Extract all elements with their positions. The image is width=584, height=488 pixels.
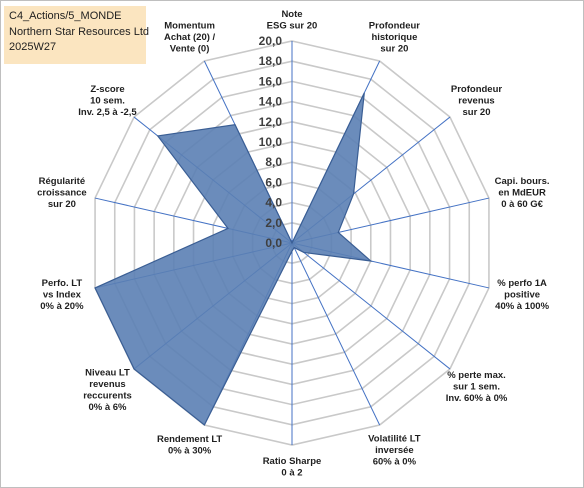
axis-label-line: Ratio Sharpe — [263, 456, 322, 467]
radial-tick-labels: 0,0 2,0 4,0 6,0 8,0 10,0 12,0 14,0 16,0 18,0 20,0 — [259, 34, 283, 250]
spoke-line — [291, 242, 451, 370]
axis-label-line: revenus — [458, 96, 494, 107]
axis-label-line: Inv. 60% à 0% — [446, 393, 508, 404]
axis-label-line: Profondeur — [451, 84, 502, 95]
info-line-3: 2025W27 — [9, 41, 57, 53]
tick-label: 10,0 — [259, 135, 283, 149]
axis-label-line: Profondeur — [369, 20, 420, 31]
axis-label-line: sur 20 — [463, 107, 491, 118]
axis-label: Niveau LT revenus reccurents 0% à 6% — [83, 368, 132, 414]
tick-label: 4,0 — [265, 196, 282, 210]
axis-label-line: Capi. bours. — [495, 176, 550, 187]
axis-label-line: 0 à 60 G€ — [501, 199, 543, 210]
axis-label-line: 0% à 30% — [168, 446, 212, 457]
axis-label: Note ESG sur 20 — [267, 9, 318, 32]
tick-label: 16,0 — [259, 74, 283, 88]
axis-label-line: Vente (0) — [170, 43, 210, 54]
axis-label-line: Momentum — [164, 20, 215, 31]
axis-label-line: en MdEUR — [498, 187, 546, 198]
info-line-1: C4_Actions/5_MONDE — [9, 10, 122, 22]
axis-label-line: revenus — [89, 379, 125, 390]
axis-label-line: Z-score — [90, 84, 124, 95]
info-box: C4_Actions/5_MONDE Northern Star Resourc… — [4, 6, 150, 64]
tick-label: 18,0 — [259, 54, 283, 68]
axis-label-line: reccurents — [83, 391, 132, 402]
spoke-line — [291, 242, 381, 426]
axis-label: Ratio Sharpe 0 à 2 — [263, 456, 322, 479]
axis-label: % perfo 1A positive 40% à 100% — [495, 278, 549, 312]
axis-label: Z-score 10 sem. Inv. 2,5 à -2,5 — [78, 84, 137, 118]
axis-label-line: 40% à 100% — [495, 301, 549, 312]
axis-label-line: historique — [371, 32, 417, 43]
axis-label: Rendement LT 0% à 30% — [157, 434, 222, 457]
axis-label-line: Volatilité LT — [368, 434, 421, 445]
axis-label: Profondeur historique sur 20 — [369, 20, 420, 54]
category-labels: Note ESG sur 20 Profondeur historique sur 20… — [37, 9, 550, 479]
axis-label-line: Inv. 2,5 à -2,5 — [78, 107, 137, 118]
axis-label-line: Régularité — [39, 176, 85, 187]
axis-label-line: 0% à 6% — [88, 402, 127, 413]
axis-label-line: 10 sem. — [90, 96, 125, 107]
axis-label: Capi. bours. en MdEUR 0 à 60 G€ — [495, 176, 550, 210]
axis-label-line: Perfo. LT — [42, 278, 83, 289]
tick-label: 2,0 — [265, 216, 282, 230]
info-line-2: Northern Star Resources Ltd — [9, 25, 150, 38]
axis-label-line: ESG sur 20 — [267, 21, 318, 32]
axis-label: Volatilité LT inversée 60% à 0% — [368, 434, 421, 468]
axis-label-line: inversée — [375, 445, 414, 456]
axis-label-line: Rendement LT — [157, 434, 222, 445]
tick-label: 12,0 — [259, 115, 283, 129]
axis-label-line: % perte max. — [447, 370, 506, 381]
axis-label: % perte max. sur 1 sem. Inv. 60% à 0% — [446, 370, 508, 404]
axis-label-line: 60% à 0% — [373, 457, 417, 468]
axis-label: Profondeur revenus sur 20 — [451, 84, 502, 118]
axis-label-line: positive — [504, 290, 540, 301]
axis-label-line: % perfo 1A — [497, 278, 547, 289]
axis-label-line: Note — [281, 9, 302, 20]
tick-label: 20,0 — [259, 34, 283, 48]
axis-label-line: 0% à 20% — [40, 301, 84, 312]
axis-label-line: Niveau LT — [85, 368, 130, 379]
axis-label-line: Achat (20) / — [164, 32, 216, 43]
tick-label: 0,0 — [265, 236, 282, 250]
series-polygon — [94, 92, 373, 426]
axis-label-line: sur 20 — [48, 199, 76, 210]
series-area — [94, 92, 373, 426]
axis-label: Régularité croissance sur 20 — [37, 176, 87, 210]
axis-label: Perfo. LT vs Index 0% à 20% — [40, 278, 84, 312]
axis-label: Momentum Achat (20) / Vente (0) — [164, 20, 216, 54]
axis-label-line: sur 20 — [380, 43, 408, 54]
tick-label: 6,0 — [265, 175, 282, 189]
axis-label-line: sur 1 sem. — [453, 381, 500, 392]
axis-label-line: vs Index — [43, 290, 82, 301]
tick-label: 8,0 — [265, 155, 282, 169]
axis-label-line: croissance — [37, 187, 87, 198]
axis-label-line: 0 à 2 — [281, 468, 302, 479]
tick-label: 14,0 — [259, 95, 283, 109]
